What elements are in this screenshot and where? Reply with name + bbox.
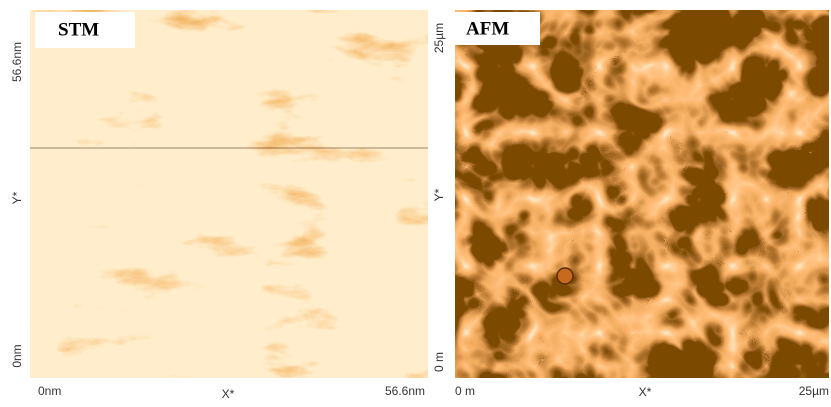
x-label: 0nm xyxy=(38,384,61,398)
x-label: X* xyxy=(222,387,235,401)
y-label: Y* xyxy=(432,188,446,201)
label-box xyxy=(35,12,135,48)
y-label: 25µm xyxy=(432,23,446,53)
afm-image xyxy=(455,10,829,378)
stm-panel: STM 56.6nm Y* 0nm 0nm X* 56.6nm xyxy=(10,10,428,401)
stm-image xyxy=(30,10,428,378)
panel-label: STM xyxy=(58,19,99,40)
y-label: 56.6nm xyxy=(10,42,24,82)
x-label: 56.6nm xyxy=(385,384,425,398)
particle xyxy=(556,267,574,285)
label-box xyxy=(455,12,540,45)
y-label: Y* xyxy=(10,191,24,204)
x-label: X* xyxy=(639,385,652,399)
afm-panel: AFM 25µm Y* 0 m 0 m X* 25µm xyxy=(432,10,829,399)
x-label: 0 m xyxy=(455,384,475,398)
panel-label: AFM xyxy=(466,18,509,39)
x-label: 25µm xyxy=(799,384,829,398)
y-label: 0nm xyxy=(10,344,24,367)
y-label: 0 m xyxy=(432,352,446,372)
